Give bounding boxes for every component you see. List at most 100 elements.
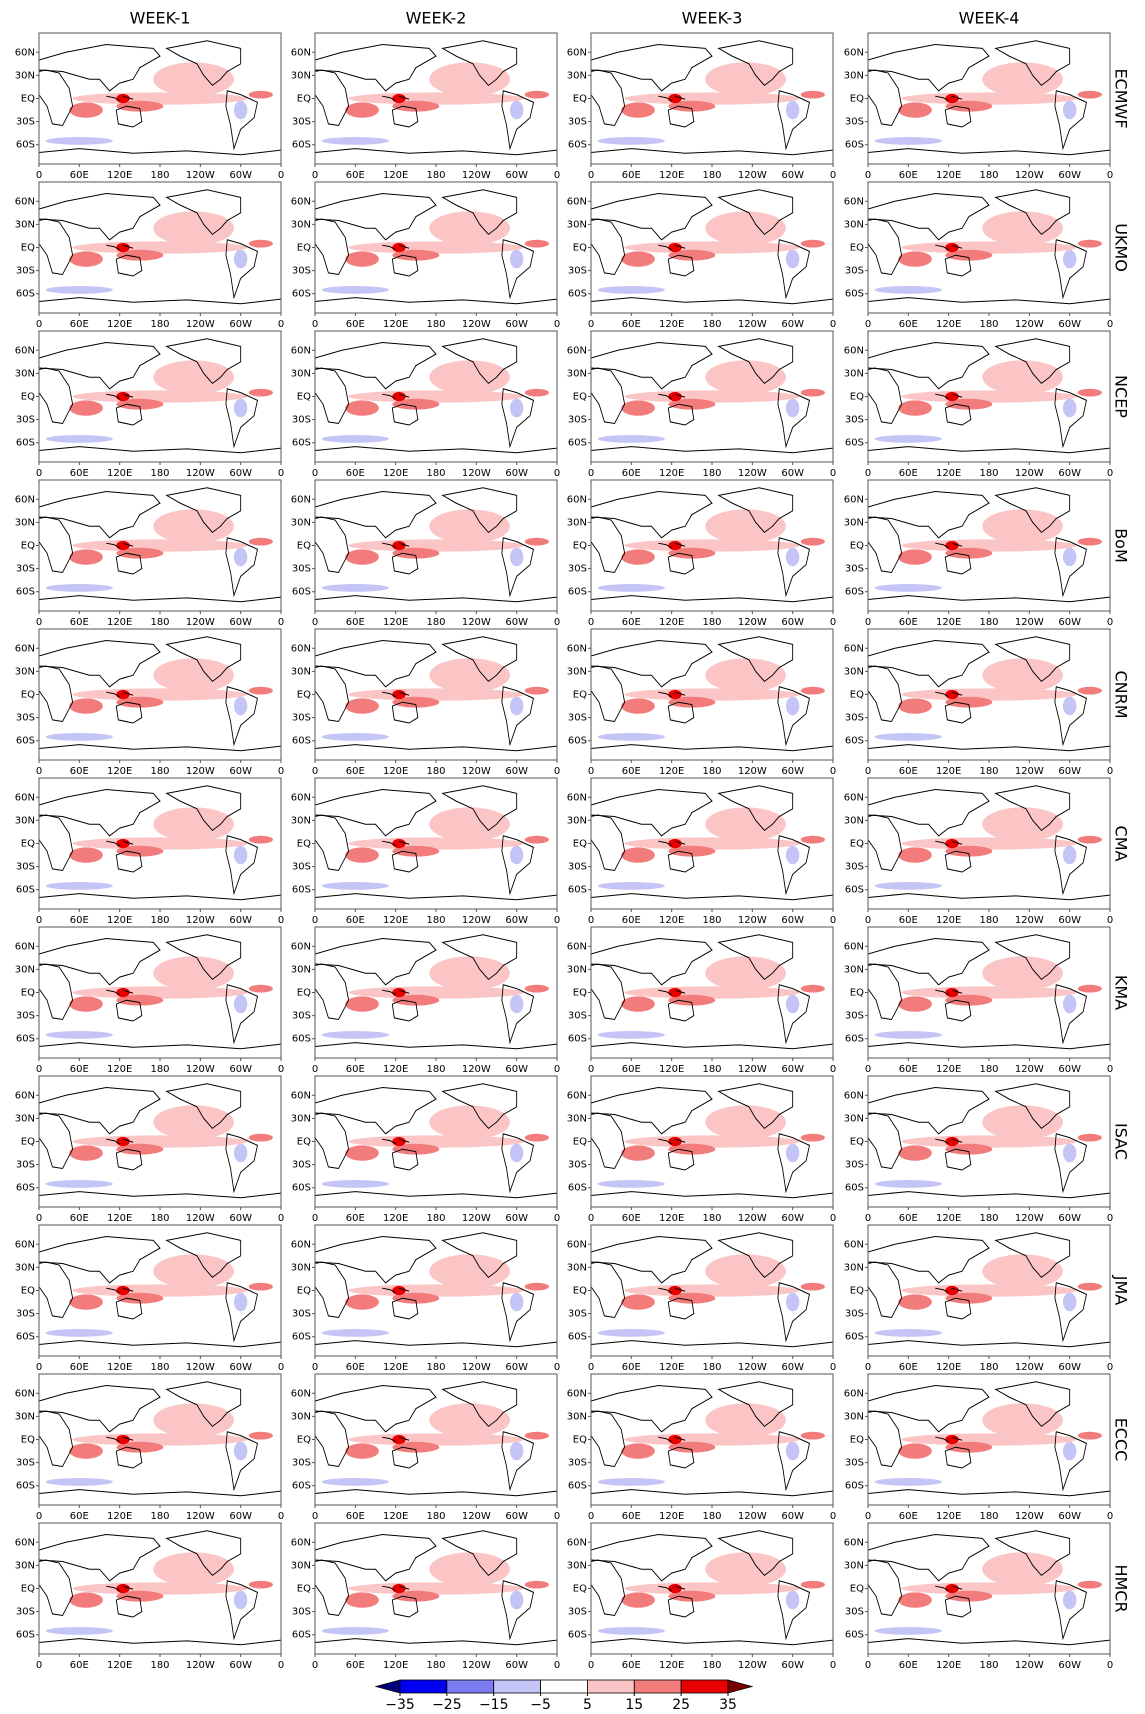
lon-label: 120W: [1015, 617, 1044, 628]
lat-label: EQ: [850, 541, 864, 552]
lon-label: 0: [278, 1511, 284, 1522]
lon-label: 120E: [936, 1213, 961, 1224]
lat-label: EQ: [297, 839, 311, 850]
colorbar-label: 35: [719, 1697, 737, 1713]
map-field: [868, 1382, 1110, 1496]
lat-label: EQ: [297, 988, 311, 999]
lon-label: 0: [554, 1511, 560, 1522]
row-label: BoM: [1112, 528, 1131, 563]
lat-label: EQ: [573, 1137, 587, 1148]
lon-label: 0: [1107, 319, 1113, 330]
lon-label: 60W: [1058, 1362, 1081, 1373]
lat-label: EQ: [850, 1137, 864, 1148]
lon-label: 180: [150, 766, 169, 777]
lon-label: 0: [865, 617, 871, 628]
lon-label: 60W: [229, 617, 252, 628]
lat-label: 30N: [15, 368, 35, 379]
lon-label: 120E: [383, 915, 408, 926]
lon-label: 0: [554, 617, 560, 628]
lon-label: 120W: [186, 915, 215, 926]
lon-label: 120W: [462, 319, 491, 330]
lon-label: 120W: [1015, 1213, 1044, 1224]
lon-label: 60E: [899, 319, 918, 330]
lat-label: EQ: [297, 690, 311, 701]
lat-label: 30N: [15, 964, 35, 975]
lat-label: 60S: [292, 1034, 311, 1045]
lat-label: 30N: [844, 368, 864, 379]
lon-label: 120W: [186, 468, 215, 479]
lat-label: 60S: [292, 1481, 311, 1492]
lon-label: 180: [979, 170, 998, 181]
lon-label: 60W: [505, 1213, 528, 1224]
lat-label: EQ: [573, 839, 587, 850]
lon-label: 60E: [346, 468, 365, 479]
lon-label: 60W: [781, 170, 804, 181]
lon-label: 120E: [107, 1660, 132, 1671]
lat-label: EQ: [297, 243, 311, 254]
map-field: [315, 637, 557, 751]
lat-label: 30S: [292, 713, 311, 724]
lat-label: 60N: [567, 196, 587, 207]
lon-label: 0: [588, 468, 594, 479]
lat-label: 60N: [291, 1537, 311, 1548]
lon-label: 180: [979, 319, 998, 330]
column-title: WEEK-3: [682, 9, 743, 28]
lon-label: 120E: [383, 170, 408, 181]
lat-label: 30N: [844, 1113, 864, 1124]
lat-label: 30S: [568, 1011, 587, 1022]
lat-label: 30N: [567, 219, 587, 230]
lat-label: 60S: [568, 1332, 587, 1343]
lon-label: 0: [865, 766, 871, 777]
lat-label: EQ: [297, 392, 311, 403]
lat-label: 60N: [15, 1090, 35, 1101]
lat-label: 60N: [567, 345, 587, 356]
lon-label: 180: [702, 468, 721, 479]
lon-label: 120W: [738, 1213, 767, 1224]
map-field: [39, 637, 281, 751]
lon-label: 0: [830, 915, 836, 926]
lon-label: 180: [979, 1064, 998, 1075]
lat-label: EQ: [297, 1137, 311, 1148]
lon-label: 120E: [107, 170, 132, 181]
lat-label: 60N: [567, 1090, 587, 1101]
lat-label: 30S: [845, 713, 864, 724]
lat-label: 60N: [291, 941, 311, 952]
lat-label: 60N: [291, 47, 311, 58]
map-field: [868, 488, 1110, 602]
lat-label: 30S: [16, 1607, 35, 1618]
lon-label: 120E: [383, 766, 408, 777]
lon-label: 120E: [659, 170, 684, 181]
lon-label: 0: [312, 319, 318, 330]
lat-label: EQ: [573, 690, 587, 701]
lon-label: 0: [588, 1064, 594, 1075]
lon-label: 60E: [346, 1362, 365, 1373]
lon-label: 0: [588, 170, 594, 181]
lon-label: 0: [588, 1660, 594, 1671]
lat-label: 60N: [844, 643, 864, 654]
map-field: [315, 1382, 557, 1496]
row-label: UKMO: [1112, 223, 1131, 272]
lat-label: 60S: [16, 1183, 35, 1194]
lon-label: 60E: [622, 915, 641, 926]
lon-label: 0: [36, 915, 42, 926]
lon-label: 60W: [781, 766, 804, 777]
lon-label: 0: [312, 617, 318, 628]
map-field: [868, 1233, 1110, 1347]
lat-label: 30S: [568, 1309, 587, 1320]
lon-label: 60W: [1058, 1213, 1081, 1224]
lon-label: 180: [702, 170, 721, 181]
lat-label: 30N: [844, 1262, 864, 1273]
lon-label: 60E: [622, 766, 641, 777]
lat-label: 30N: [291, 219, 311, 230]
lon-label: 60E: [70, 1064, 89, 1075]
